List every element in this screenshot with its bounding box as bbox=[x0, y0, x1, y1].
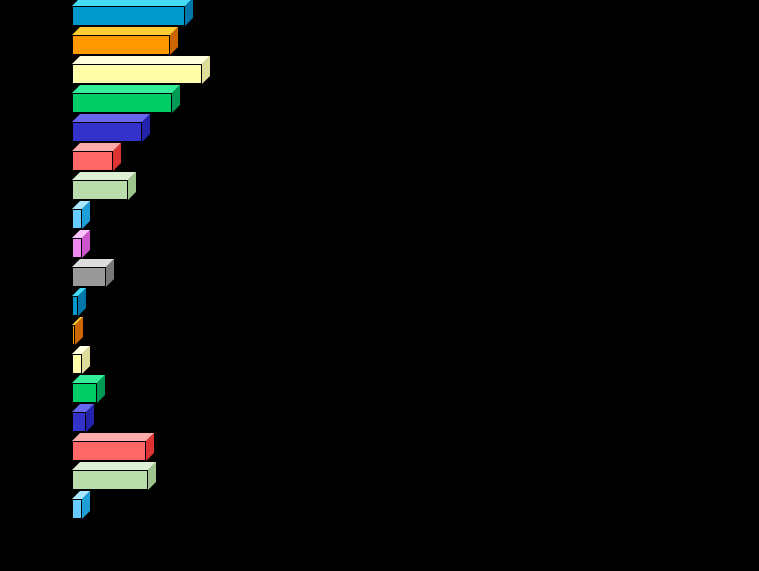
bar-8-front-face bbox=[72, 209, 82, 229]
bar-1-front-face bbox=[72, 6, 185, 26]
bar-11[interactable] bbox=[72, 288, 86, 316]
y-axis-line bbox=[71, 0, 72, 545]
bar-8-top-face bbox=[72, 201, 90, 209]
bar-9-side-face bbox=[82, 230, 90, 258]
bar-18-top-face bbox=[72, 491, 90, 499]
bar-11-top-face bbox=[72, 288, 86, 296]
bar-3-side-face bbox=[202, 56, 210, 84]
bar-4[interactable] bbox=[72, 85, 180, 113]
bar-17-top-face bbox=[72, 462, 156, 470]
bar-12-front-face bbox=[72, 325, 75, 345]
bar-7-front-face bbox=[72, 180, 128, 200]
bar-7-side-face bbox=[128, 172, 136, 200]
bar-10-top-face bbox=[72, 259, 114, 267]
bar-12[interactable] bbox=[72, 317, 83, 345]
bar-6-front-face bbox=[72, 151, 113, 171]
bar-3-front-face bbox=[72, 64, 202, 84]
bar-2[interactable] bbox=[72, 27, 178, 55]
bar-9-top-face bbox=[72, 230, 90, 238]
bar-13-side-face bbox=[82, 346, 90, 374]
bar-2-top-face bbox=[72, 27, 178, 35]
bar-1-side-face bbox=[185, 0, 193, 26]
bar-15[interactable] bbox=[72, 404, 94, 432]
bar-3[interactable] bbox=[72, 56, 210, 84]
bar-16-side-face bbox=[146, 433, 154, 461]
bar-4-front-face bbox=[72, 93, 172, 113]
bar-12-side-face bbox=[75, 317, 83, 345]
bar-5-side-face bbox=[142, 114, 150, 142]
bar-17-side-face bbox=[148, 462, 156, 490]
bar-13-top-face bbox=[72, 346, 90, 354]
bar-4-side-face bbox=[172, 85, 180, 113]
bar-6-top-face bbox=[72, 143, 121, 151]
bar-16-front-face bbox=[72, 441, 146, 461]
bar-5-top-face bbox=[72, 114, 150, 122]
bar-5-front-face bbox=[72, 122, 142, 142]
bar-1[interactable] bbox=[72, 0, 193, 26]
bar-18[interactable] bbox=[72, 491, 90, 519]
bar-4-top-face bbox=[72, 85, 180, 93]
bar-8[interactable] bbox=[72, 201, 90, 229]
bar-12-top-face bbox=[72, 317, 83, 325]
bar-14[interactable] bbox=[72, 375, 105, 403]
bar-7-top-face bbox=[72, 172, 136, 180]
bar-13-front-face bbox=[72, 354, 82, 374]
bar-18-side-face bbox=[82, 491, 90, 519]
bar-10-side-face bbox=[106, 259, 114, 287]
bar-17[interactable] bbox=[72, 462, 156, 490]
bar-15-side-face bbox=[86, 404, 94, 432]
bar-9-front-face bbox=[72, 238, 82, 258]
bar-10-front-face bbox=[72, 267, 106, 287]
bar-14-top-face bbox=[72, 375, 105, 383]
bar-15-front-face bbox=[72, 412, 86, 432]
bar-6-side-face bbox=[113, 143, 121, 171]
bar-10[interactable] bbox=[72, 259, 114, 287]
bar-17-front-face bbox=[72, 470, 148, 490]
bar-16[interactable] bbox=[72, 433, 154, 461]
bar-8-side-face bbox=[82, 201, 90, 229]
x-axis-line bbox=[71, 544, 691, 545]
bar-11-side-face bbox=[78, 288, 86, 316]
bar-15-top-face bbox=[72, 404, 94, 412]
bar-14-front-face bbox=[72, 383, 97, 403]
bar-1-top-face bbox=[72, 0, 193, 6]
bar-5[interactable] bbox=[72, 114, 150, 142]
bar-16-top-face bbox=[72, 433, 154, 441]
bar-2-front-face bbox=[72, 35, 170, 55]
bar-14-side-face bbox=[97, 375, 105, 403]
bar-2-side-face bbox=[170, 27, 178, 55]
bar-11-front-face bbox=[72, 296, 78, 316]
bar-13[interactable] bbox=[72, 346, 90, 374]
bar-9[interactable] bbox=[72, 230, 90, 258]
bar-6[interactable] bbox=[72, 143, 121, 171]
bar-18-front-face bbox=[72, 499, 82, 519]
bar-3-top-face bbox=[72, 56, 210, 64]
bar-7[interactable] bbox=[72, 172, 136, 200]
